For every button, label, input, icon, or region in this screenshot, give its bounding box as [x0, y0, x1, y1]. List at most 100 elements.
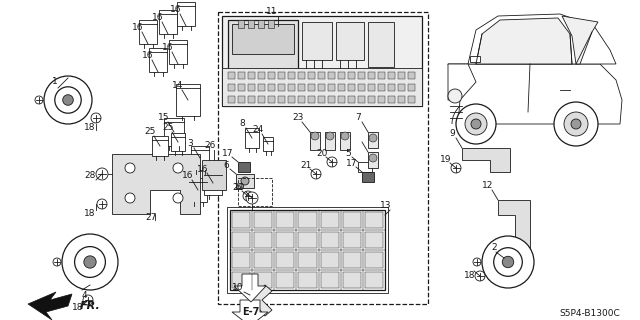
Text: 4: 4 [81, 291, 87, 300]
Circle shape [369, 154, 377, 162]
Circle shape [44, 76, 92, 124]
Text: 10: 10 [232, 284, 244, 292]
Bar [408, 84, 415, 91]
Circle shape [482, 236, 534, 288]
Circle shape [451, 163, 461, 173]
Bar [388, 72, 395, 79]
Polygon shape [232, 300, 268, 320]
Bar [342, 232, 361, 248]
Bar [176, 84, 200, 116]
Bar [340, 132, 350, 150]
Text: 5: 5 [345, 148, 351, 157]
Circle shape [62, 234, 118, 290]
Circle shape [554, 102, 598, 146]
Bar [288, 84, 295, 91]
Bar [470, 56, 480, 62]
Bar [398, 72, 405, 79]
Bar [236, 174, 254, 188]
Bar [276, 252, 294, 268]
Text: 18: 18 [84, 124, 96, 132]
Bar [308, 72, 315, 79]
Bar [278, 72, 285, 79]
Text: 8: 8 [239, 119, 245, 129]
Bar [238, 162, 250, 172]
Bar [298, 96, 305, 103]
Bar [248, 72, 255, 79]
Circle shape [493, 248, 522, 276]
Bar [368, 84, 375, 91]
Bar [189, 178, 207, 202]
Text: 11: 11 [266, 7, 278, 17]
Bar [232, 272, 250, 288]
Bar [227, 207, 388, 293]
Bar [202, 160, 226, 190]
Bar [298, 252, 317, 268]
Bar [258, 72, 265, 79]
Bar [321, 252, 339, 268]
Text: 18: 18 [464, 270, 476, 279]
Bar [139, 20, 157, 44]
Text: 1: 1 [52, 77, 58, 86]
Circle shape [471, 119, 481, 129]
Text: 16: 16 [163, 44, 173, 52]
Bar [362, 172, 374, 182]
Text: 21: 21 [300, 161, 312, 170]
Text: 27: 27 [145, 213, 157, 222]
Bar [204, 171, 222, 195]
Circle shape [243, 191, 253, 201]
Circle shape [326, 132, 334, 140]
Circle shape [84, 256, 96, 268]
Polygon shape [448, 64, 476, 100]
Bar [232, 212, 250, 228]
Bar [318, 96, 325, 103]
Text: 9: 9 [449, 130, 455, 139]
Circle shape [125, 193, 135, 203]
Bar [258, 20, 264, 28]
Bar [222, 16, 422, 106]
Bar [378, 84, 385, 91]
Text: 16: 16 [142, 52, 154, 60]
Bar [245, 128, 259, 148]
Circle shape [75, 247, 106, 277]
Bar [308, 96, 315, 103]
Bar [238, 20, 244, 28]
Bar [263, 137, 273, 151]
Text: 12: 12 [483, 181, 493, 190]
Circle shape [465, 113, 487, 135]
Text: 22: 22 [232, 182, 244, 191]
Bar [365, 252, 383, 268]
Circle shape [173, 193, 183, 203]
Circle shape [448, 89, 462, 103]
Text: 25: 25 [144, 127, 156, 137]
Circle shape [456, 104, 496, 144]
Circle shape [246, 192, 258, 204]
Bar [368, 152, 378, 168]
Bar [348, 72, 355, 79]
Text: 16: 16 [152, 13, 164, 22]
Polygon shape [448, 64, 622, 124]
Bar [152, 136, 168, 156]
Bar [254, 232, 272, 248]
Text: 13: 13 [380, 202, 392, 211]
Bar [338, 84, 345, 91]
Bar [276, 232, 294, 248]
Circle shape [91, 113, 101, 123]
Bar [348, 96, 355, 103]
Bar [328, 84, 335, 91]
Text: 25: 25 [163, 124, 173, 132]
Bar [258, 84, 265, 91]
Circle shape [564, 112, 588, 136]
Bar [238, 96, 245, 103]
Bar [149, 48, 167, 72]
Bar [310, 132, 320, 150]
Bar [342, 272, 361, 288]
Bar [308, 84, 315, 91]
Circle shape [311, 169, 321, 179]
Text: 18: 18 [84, 210, 96, 219]
Bar [321, 232, 339, 248]
Bar [336, 22, 364, 60]
Bar [276, 272, 294, 288]
Polygon shape [112, 154, 200, 214]
Bar [232, 252, 250, 268]
Text: 16: 16 [132, 23, 144, 33]
